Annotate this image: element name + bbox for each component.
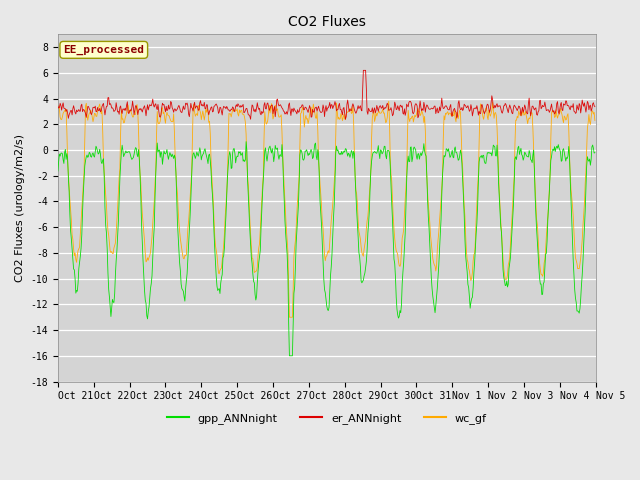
Title: CO2 Fluxes: CO2 Fluxes [288,15,365,29]
Text: EE_processed: EE_processed [63,45,144,55]
Y-axis label: CO2 Fluxes (urology/m2/s): CO2 Fluxes (urology/m2/s) [15,134,25,282]
Legend: gpp_ANNnight, er_ANNnight, wc_gf: gpp_ANNnight, er_ANNnight, wc_gf [163,408,492,428]
